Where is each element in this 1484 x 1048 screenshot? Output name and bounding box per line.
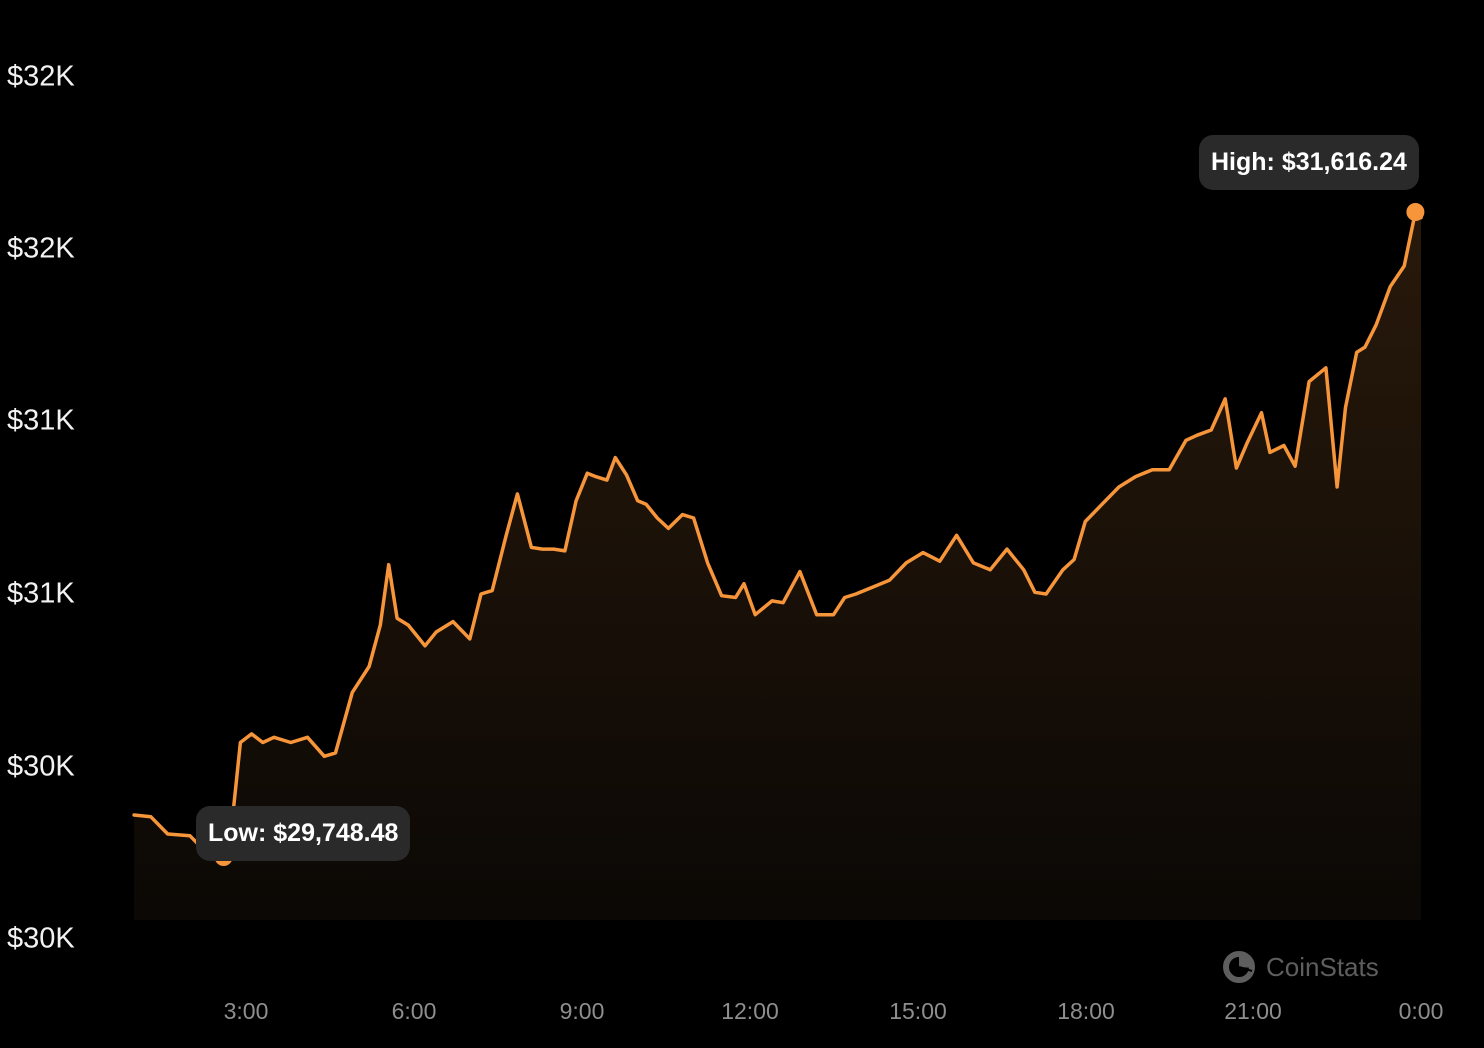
x-tick-label: 18:00 (1057, 998, 1115, 1024)
x-tick-label: 0:00 (1398, 998, 1444, 1024)
x-tick-label: 21:00 (1224, 998, 1282, 1024)
price-area-fill (134, 212, 1422, 920)
y-tick-label: $32K (7, 60, 75, 93)
low-tooltip: Low: $29,748.48 (196, 806, 411, 861)
high-point-marker[interactable] (1406, 203, 1425, 221)
x-tick-label: 3:00 (223, 998, 269, 1024)
brand-name: CoinStats (1266, 951, 1379, 982)
y-tick-label: $30K (7, 922, 75, 955)
price-line (132, 210, 1423, 859)
coinstats-watermark: CoinStats (1222, 950, 1379, 984)
x-tick-label: 6:00 (391, 998, 437, 1024)
y-tick-label: $31K (7, 577, 75, 610)
high-tooltip: High: $31,616.24 (1199, 135, 1419, 190)
y-tick-label: $30K (7, 750, 75, 783)
y-tick-label: $31K (7, 404, 75, 437)
x-tick-label: 9:00 (559, 998, 605, 1024)
coinstats-logo-icon (1223, 951, 1255, 983)
x-tick-label: 12:00 (721, 998, 779, 1024)
x-tick-label: 15:00 (889, 998, 947, 1024)
y-tick-label: $32K (7, 232, 75, 265)
